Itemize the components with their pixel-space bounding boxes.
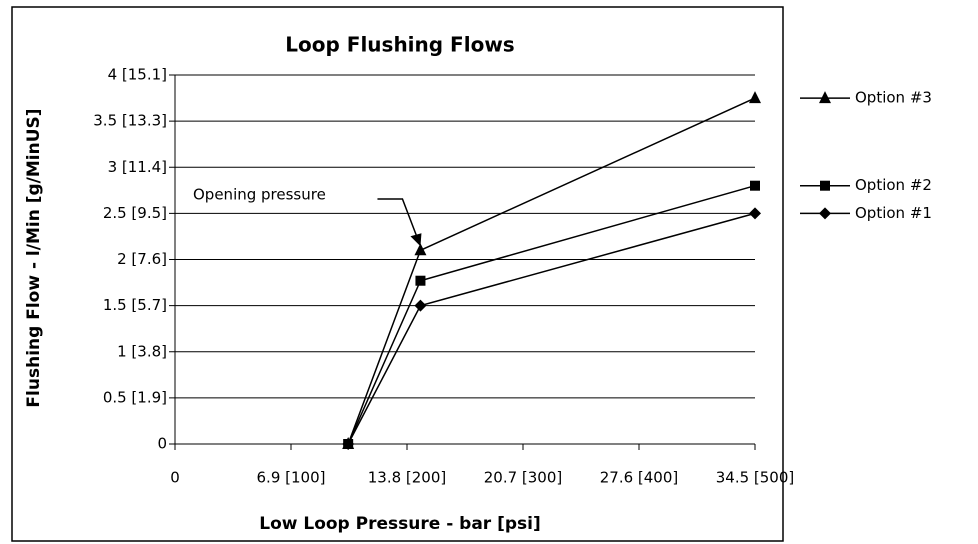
marker	[342, 438, 355, 450]
y-tick-label: 1 [3.8]	[117, 342, 167, 360]
x-tick-label: 6.9 [100]	[257, 469, 326, 487]
chart-frame	[11, 6, 784, 542]
y-tick-label: 0	[157, 435, 167, 453]
annotation: Opening pressure	[193, 186, 326, 204]
marker	[750, 180, 760, 191]
legend-label: Option #3	[855, 89, 932, 107]
marker	[414, 299, 427, 312]
annotation-arrowhead	[410, 233, 422, 247]
x-axis-title: Low Loop Pressure - bar [psi]	[259, 514, 541, 534]
marker	[749, 91, 761, 104]
x-tick-label: 20.7 [300]	[484, 469, 563, 487]
marker	[414, 243, 427, 256]
x-tick-label: 34.5 [500]	[716, 469, 795, 487]
series-line	[347, 184, 756, 445]
series-line	[347, 212, 756, 445]
y-tick-label: 2.5 [9.5]	[103, 204, 167, 222]
legend-label: Option #1	[855, 204, 932, 222]
x-tick-label: 27.6 [400]	[600, 469, 679, 487]
y-axis-title: Flushing Flow - l/Min [g/MinUS]	[24, 108, 44, 407]
x-tick-label: 0	[170, 469, 180, 487]
marker	[749, 207, 761, 220]
legend-marker	[820, 180, 830, 191]
chart-title: Loop Flushing Flows	[285, 33, 514, 57]
legend-marker	[819, 207, 831, 220]
legend-marker	[819, 91, 831, 104]
legend-label: Option #2	[855, 176, 932, 194]
y-tick-label: 0.5 [1.9]	[103, 388, 167, 406]
series-line	[347, 97, 756, 445]
annotation-arrow	[377, 198, 419, 239]
y-tick-label: 2 [7.6]	[117, 250, 167, 268]
y-tick-label: 3 [11.4]	[108, 158, 167, 176]
y-tick-label: 1.5 [5.7]	[103, 296, 167, 314]
x-tick-label: 13.8 [200]	[368, 469, 447, 487]
y-tick-label: 4 [15.1]	[108, 66, 167, 84]
marker	[415, 275, 426, 286]
y-tick-label: 3.5 [13.3]	[93, 112, 167, 130]
